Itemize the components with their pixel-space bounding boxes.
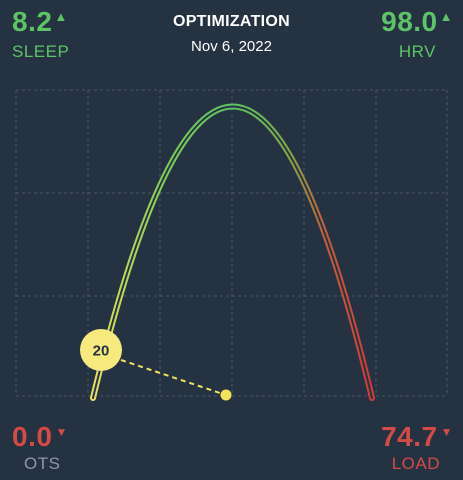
load-value: 74.7	[381, 421, 438, 452]
trend-down-icon: ▼	[440, 425, 453, 439]
trend-down-icon: ▼	[55, 425, 68, 439]
page-title: OPTIMIZATION	[172, 13, 291, 30]
marker-connector	[120, 359, 227, 396]
hrv-metric[interactable]: 98.0 ▲	[381, 8, 453, 36]
chart-grid	[15, 89, 448, 397]
score-marker[interactable]: 20	[80, 329, 122, 371]
hrv-label: HRV	[398, 42, 436, 61]
load-metric[interactable]: 74.7 ▼	[381, 423, 453, 451]
date-label[interactable]: Nov 6, 2022	[191, 38, 272, 55]
score-marker-label: 20	[93, 343, 110, 360]
ots-label: OTS	[24, 454, 61, 473]
current-point-dot	[220, 389, 232, 401]
ots-value: 0.0	[12, 421, 53, 452]
hrv-value: 98.0	[381, 6, 438, 37]
optimization-curve-inner	[92, 105, 373, 399]
sleep-metric[interactable]: 8.2 ▲	[12, 8, 68, 36]
sleep-value: 8.2	[12, 6, 53, 37]
sleep-label: SLEEP	[12, 42, 70, 61]
load-label: LOAD	[391, 454, 440, 473]
ots-metric[interactable]: 0.0 ▼	[12, 423, 68, 451]
trend-up-icon: ▲	[54, 9, 68, 24]
trend-up-icon: ▲	[439, 9, 453, 24]
